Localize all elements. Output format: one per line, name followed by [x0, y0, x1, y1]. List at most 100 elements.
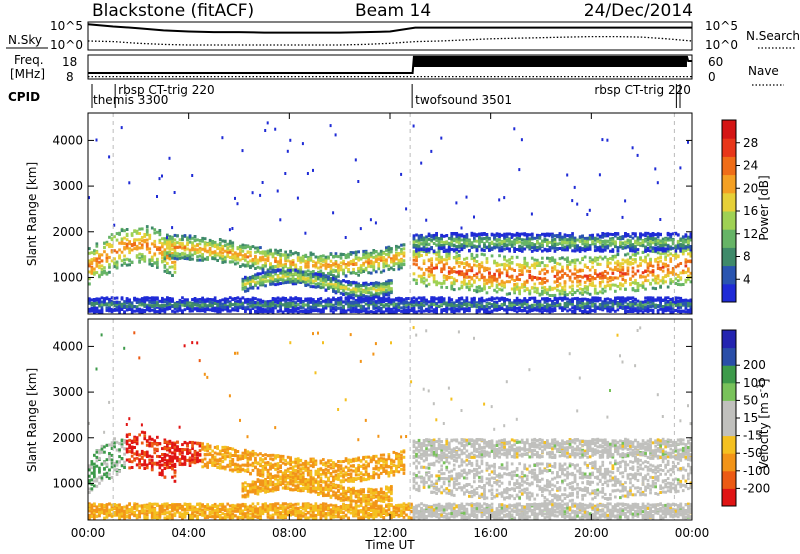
heatmap-cell — [500, 306, 504, 310]
heatmap-cell — [173, 305, 177, 309]
heatmap-cell — [568, 308, 572, 312]
heatmap-cell — [206, 297, 209, 301]
heatmap-cell — [228, 244, 232, 248]
heatmap-cell — [435, 236, 438, 240]
heatmap-cell — [583, 280, 587, 284]
heatmap-cell — [95, 307, 99, 311]
heatmap-cell — [98, 299, 101, 303]
heatmap-cell — [145, 298, 149, 302]
heatmap-cell — [593, 238, 597, 242]
heatmap-cell — [397, 245, 401, 249]
heatmap-cell — [322, 254, 325, 258]
heatmap-cell — [588, 256, 592, 260]
heatmap-cell — [583, 243, 587, 247]
heatmap-cell — [465, 302, 469, 306]
heatmap-cell — [528, 298, 532, 301]
heatmap-cell — [110, 259, 114, 263]
heatmap-cell — [306, 306, 310, 310]
heatmap-cell — [259, 256, 262, 260]
heatmap-cell — [133, 247, 136, 251]
heatmap-cell — [241, 307, 245, 310]
heatmap-cell — [538, 242, 542, 246]
heatmap-cell — [354, 305, 358, 308]
heatmap-cell — [223, 239, 227, 243]
heatmap-cell — [319, 265, 323, 269]
heatmap-cell — [271, 304, 275, 308]
heatmap-cell — [206, 256, 209, 260]
heatmap-cell — [183, 301, 187, 305]
heatmap-cell — [266, 307, 270, 311]
heatmap-cell — [171, 273, 174, 277]
heatmap-cell — [576, 238, 579, 242]
heatmap-cell — [135, 247, 139, 251]
cpid-segment-label: twofsound 3501 — [415, 93, 512, 107]
heatmap-cell — [463, 303, 466, 306]
heatmap-cell — [120, 126, 123, 130]
heatmap-cell — [276, 278, 280, 281]
heatmap-cell — [470, 233, 474, 237]
heatmap-cell — [309, 310, 313, 314]
heatmap-cell — [236, 246, 240, 250]
heatmap-cell — [186, 236, 189, 240]
heatmap-cell — [593, 284, 597, 288]
heatmap-cell — [294, 278, 298, 282]
heatmap-cell — [528, 306, 532, 310]
heatmap-cell — [100, 271, 104, 274]
heatmap-cell — [402, 259, 406, 263]
heatmap-cell — [568, 260, 572, 264]
heatmap-cell — [523, 289, 527, 293]
heatmap-cell — [528, 289, 532, 293]
heatmap-cell — [412, 243, 416, 247]
heatmap-cell — [548, 257, 552, 260]
noise-right-label: N.Search — [746, 29, 800, 43]
heatmap-cell — [432, 275, 436, 279]
heatmap-cell — [244, 282, 247, 286]
heatmap-cell — [344, 302, 348, 306]
heatmap-cell — [181, 243, 184, 247]
heatmap-cell — [120, 250, 124, 254]
heatmap-cell — [286, 280, 290, 284]
heatmap-cell — [478, 301, 481, 305]
heatmap-cell — [473, 239, 476, 243]
heatmap-cell — [515, 236, 519, 240]
heatmap-cell — [301, 273, 305, 277]
heatmap-cell — [588, 277, 592, 281]
heatmap-cell — [128, 240, 131, 244]
heatmap-cell — [314, 285, 318, 289]
heatmap-cell — [168, 297, 172, 300]
heatmap-cell — [503, 308, 506, 312]
heatmap-cell — [427, 306, 431, 310]
heatmap-cell — [228, 296, 232, 300]
heatmap-cell — [367, 291, 370, 295]
heatmap-cell — [374, 310, 378, 314]
heatmap-cell — [402, 310, 406, 314]
heatmap-cell — [513, 240, 516, 243]
heatmap-cell — [269, 262, 272, 266]
heatmap-cell — [98, 297, 101, 301]
heatmap-cell — [533, 297, 537, 301]
heatmap-cell — [468, 264, 471, 268]
heatmap-cell — [385, 293, 388, 297]
heatmap-cell — [485, 233, 489, 236]
heatmap-cell — [319, 273, 323, 277]
heatmap-cell — [536, 276, 539, 280]
heatmap-cell — [427, 242, 431, 246]
heatmap-cell — [173, 251, 177, 255]
heatmap-cell — [513, 127, 516, 131]
heatmap-cell — [478, 286, 481, 290]
heatmap-cell — [515, 238, 519, 242]
heatmap-cell — [161, 300, 164, 304]
heatmap-cell — [203, 301, 207, 305]
heatmap-cell — [578, 303, 582, 307]
heatmap-cell — [596, 237, 600, 241]
heatmap-cell — [505, 244, 509, 248]
heatmap-cell — [427, 282, 431, 286]
heatmap-cell — [342, 305, 345, 309]
heatmap-cell — [553, 307, 557, 311]
heatmap-cell — [299, 306, 303, 310]
heatmap-cell — [218, 307, 222, 311]
heatmap-cell — [123, 310, 126, 314]
heatmap-cell — [150, 296, 154, 300]
heatmap-cell — [364, 310, 368, 314]
heatmap-cell — [402, 254, 406, 258]
